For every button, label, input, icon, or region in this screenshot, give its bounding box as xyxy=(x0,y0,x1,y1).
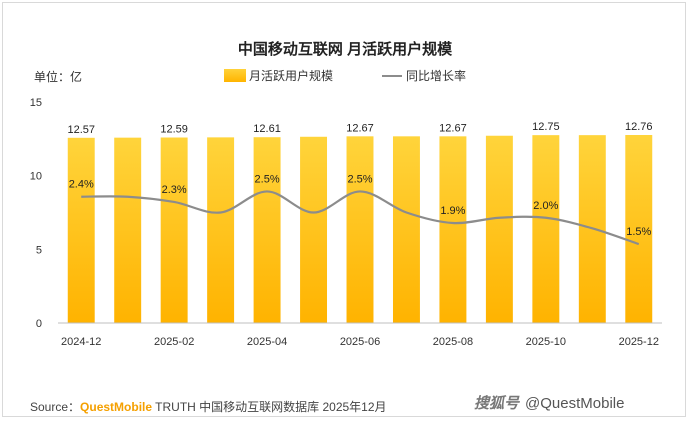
x-tick-label-2025-06: 2025-06 xyxy=(340,336,380,348)
rate-label-2025-06: 2.5% xyxy=(347,173,372,185)
bar-2025-08 xyxy=(439,136,467,323)
x-tick-label-2025-12: 2025-12 xyxy=(619,336,659,348)
legend-line-swatch xyxy=(382,74,402,77)
x-tick-label-2025-02: 2025-02 xyxy=(154,336,194,348)
bar-value-label-2025-04: 12.61 xyxy=(253,123,281,135)
rate-label-2025-02: 2.3% xyxy=(162,184,187,196)
chart-title: 中国移动互联网 月活跃用户规模 xyxy=(237,41,453,58)
legend-item-line: 同比增长率 xyxy=(382,67,466,84)
x-tick-label-2025-10: 2025-10 xyxy=(526,336,566,348)
y-tick-label-10: 10 xyxy=(30,171,42,183)
growth-rate-line xyxy=(81,190,640,246)
source-text: TRUTH 中国移动互联网数据库 2025年12月 xyxy=(152,400,387,414)
bar-2024-12 xyxy=(67,137,95,323)
legend-line-label: 同比增长率 xyxy=(406,69,467,83)
bar-value-label-2025-08: 12.67 xyxy=(439,122,467,134)
rate-label-2024-12: 2.4% xyxy=(69,179,94,191)
rate-label-2025-10: 2.0% xyxy=(533,200,558,212)
y-tick-label-5: 5 xyxy=(36,244,42,256)
rate-label-2025-08: 1.9% xyxy=(440,205,465,217)
chart-frame xyxy=(2,2,686,417)
bar-2025-07 xyxy=(392,136,420,323)
source-prefix: Source： xyxy=(30,400,81,414)
bar-value-label-2025-02: 12.59 xyxy=(160,124,188,136)
x-tick-label-2025-08: 2025-08 xyxy=(433,336,473,348)
bar-2025-03 xyxy=(207,137,235,323)
bar-value-label-2025-10: 12.75 xyxy=(532,121,560,133)
bar-2025-02 xyxy=(160,137,188,323)
unit-label: 单位：亿 xyxy=(34,70,83,84)
x-tick-label-2024-12: 2024-12 xyxy=(61,336,101,348)
legend-item-bar: 月活跃用户规模 xyxy=(224,67,333,84)
watermark: 搜狐号 @QuestMobile xyxy=(474,392,624,413)
watermark-sohu: 搜狐号 xyxy=(474,395,520,412)
bar-2025-01 xyxy=(114,137,142,323)
bar-2025-12 xyxy=(625,135,653,323)
bar-value-label-2024-12: 12.57 xyxy=(67,124,95,136)
source-brand: QuestMobile xyxy=(80,400,153,414)
rate-label-2025-12: 1.5% xyxy=(626,226,651,238)
bar-2025-04 xyxy=(253,137,281,323)
bar-2025-06 xyxy=(346,136,374,323)
bar-2025-09 xyxy=(485,135,513,323)
source-note: Source：QuestMobile TRUTH 中国移动互联网数据库 2025… xyxy=(30,398,387,415)
rate-label-2025-04: 2.5% xyxy=(255,173,280,185)
legend-bar-swatch xyxy=(224,69,246,82)
x-tick-label-2025-04: 2025-04 xyxy=(247,336,287,348)
bar-2025-10 xyxy=(532,135,560,323)
legend-bar-label: 月活跃用户规模 xyxy=(249,69,334,83)
y-tick-label-0: 0 xyxy=(36,318,42,330)
bar-value-label-2025-06: 12.67 xyxy=(346,122,374,134)
bar-2025-05 xyxy=(300,136,328,323)
bar-value-label-2025-12: 12.76 xyxy=(625,121,653,133)
watermark-handle: @QuestMobile xyxy=(525,395,625,412)
y-tick-label-15: 15 xyxy=(30,97,42,109)
